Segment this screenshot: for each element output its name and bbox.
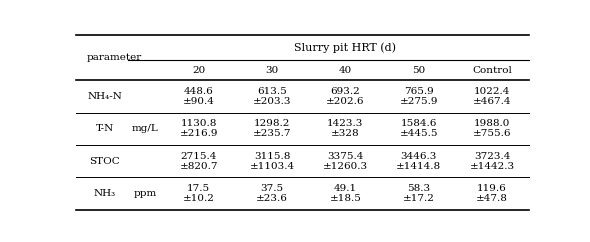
Text: 448.6: 448.6 (184, 87, 214, 96)
Text: ±47.8: ±47.8 (476, 194, 508, 203)
Text: 1584.6: 1584.6 (401, 119, 437, 129)
Text: ±17.2: ±17.2 (403, 194, 435, 203)
Text: 30: 30 (266, 66, 278, 75)
Text: ±467.4: ±467.4 (473, 97, 512, 106)
Text: ±275.9: ±275.9 (399, 97, 438, 106)
Text: 1298.2: 1298.2 (254, 119, 290, 129)
Text: 1130.8: 1130.8 (181, 119, 217, 129)
Text: 765.9: 765.9 (404, 87, 434, 96)
Text: NH₃: NH₃ (94, 189, 116, 198)
Text: T-N: T-N (96, 124, 114, 133)
Text: Slurry pit HRT (d): Slurry pit HRT (d) (294, 42, 396, 53)
Text: ±755.6: ±755.6 (473, 129, 512, 138)
Text: 3723.4: 3723.4 (474, 152, 510, 161)
Text: 1022.4: 1022.4 (474, 87, 510, 96)
Text: mg/L: mg/L (132, 124, 159, 133)
Text: ±90.4: ±90.4 (183, 97, 215, 106)
Text: ±202.6: ±202.6 (326, 97, 365, 106)
Text: 58.3: 58.3 (407, 184, 430, 193)
Text: 40: 40 (339, 66, 352, 75)
Text: ±10.2: ±10.2 (183, 194, 215, 203)
Text: 50: 50 (412, 66, 425, 75)
Text: ±1414.8: ±1414.8 (396, 162, 441, 171)
Text: ±216.9: ±216.9 (179, 129, 218, 138)
Text: 49.1: 49.1 (334, 184, 357, 193)
Text: NH₄-N: NH₄-N (87, 92, 122, 101)
Text: 20: 20 (192, 66, 205, 75)
Text: STOC: STOC (89, 157, 120, 166)
Text: 3446.3: 3446.3 (401, 152, 437, 161)
Text: 1423.3: 1423.3 (327, 119, 363, 129)
Text: Control: Control (472, 66, 512, 75)
Text: ±328: ±328 (331, 129, 360, 138)
Text: 693.2: 693.2 (330, 87, 360, 96)
Text: ppm: ppm (133, 189, 157, 198)
Text: parameter: parameter (87, 53, 142, 62)
Text: 613.5: 613.5 (257, 87, 287, 96)
Text: ±1442.3: ±1442.3 (470, 162, 514, 171)
Text: ±23.6: ±23.6 (256, 194, 288, 203)
Text: ±820.7: ±820.7 (179, 162, 218, 171)
Text: 3115.8: 3115.8 (254, 152, 290, 161)
Text: 119.6: 119.6 (477, 184, 507, 193)
Text: 2715.4: 2715.4 (181, 152, 217, 161)
Text: 37.5: 37.5 (260, 184, 284, 193)
Text: ±203.3: ±203.3 (253, 97, 291, 106)
Text: 17.5: 17.5 (187, 184, 210, 193)
Text: ±445.5: ±445.5 (399, 129, 438, 138)
Text: 1988.0: 1988.0 (474, 119, 510, 129)
Text: ±18.5: ±18.5 (329, 194, 361, 203)
Text: ±1260.3: ±1260.3 (323, 162, 368, 171)
Text: ±235.7: ±235.7 (253, 129, 291, 138)
Text: ±1103.4: ±1103.4 (250, 162, 294, 171)
Text: 3375.4: 3375.4 (327, 152, 363, 161)
